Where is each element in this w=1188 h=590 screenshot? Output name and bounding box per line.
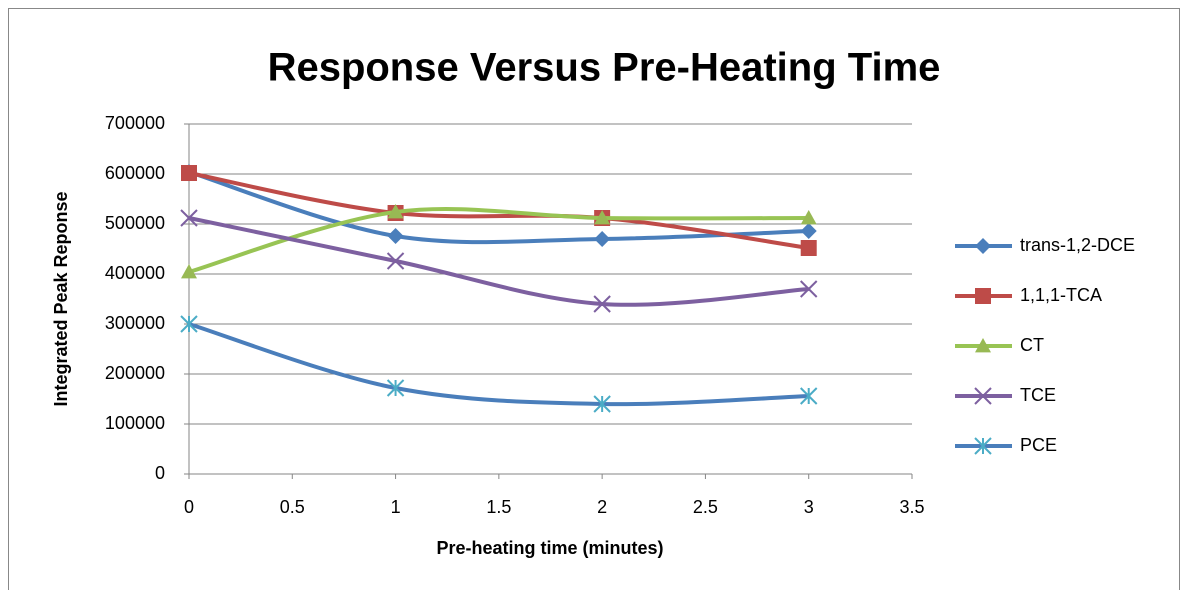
marker	[181, 165, 197, 181]
series-line	[188, 171, 810, 250]
series-line	[188, 216, 809, 307]
legend-marker	[974, 387, 992, 405]
x-tick-label: 1.5	[486, 497, 511, 517]
marker	[387, 204, 404, 219]
y-tick-label: 100000	[105, 413, 165, 433]
marker	[800, 210, 817, 225]
x-axis-title: Pre-heating time (minutes)	[436, 538, 663, 558]
series-line	[188, 322, 809, 407]
legend-label: CT	[1020, 335, 1044, 355]
legend-label: TCE	[1020, 385, 1056, 405]
x-tick-label: 0.5	[280, 497, 305, 517]
x-tick-label: 3.5	[899, 497, 924, 517]
marker	[594, 231, 611, 247]
legend-label: 1,1,1-TCA	[1020, 285, 1102, 305]
legend-marker	[975, 238, 991, 254]
marker	[594, 210, 611, 225]
y-tick-label: 0	[155, 463, 165, 483]
marker	[386, 252, 405, 270]
y-axis-title: Integrated Peak Reponse	[51, 191, 71, 406]
y-tick-label: 500000	[105, 213, 165, 233]
y-tick-label: 200000	[105, 363, 165, 383]
legend-marker	[975, 288, 991, 304]
x-tick-label: 1	[391, 497, 401, 517]
marker	[800, 280, 818, 298]
marker	[386, 379, 405, 397]
y-tick-label: 700000	[105, 113, 165, 133]
x-tick-label: 0	[184, 497, 194, 517]
legend-label: trans-1,2-DCE	[1020, 235, 1135, 255]
legend-label: PCE	[1020, 435, 1057, 455]
marker	[387, 228, 404, 244]
x-tick-label: 3	[804, 497, 814, 517]
marker	[800, 387, 818, 405]
y-tick-label: 300000	[105, 313, 165, 333]
x-tick-label: 2	[597, 497, 607, 517]
x-tick-label: 2.5	[693, 497, 718, 517]
legend-marker	[975, 338, 991, 353]
y-tick-label: 400000	[105, 263, 165, 283]
marker	[800, 240, 817, 256]
legend-marker	[974, 437, 992, 455]
series-line	[188, 207, 809, 274]
marker	[800, 223, 817, 239]
marker	[181, 264, 197, 279]
y-tick-label: 600000	[105, 163, 165, 183]
marker	[180, 209, 198, 227]
marker	[593, 395, 611, 413]
marker	[180, 315, 198, 333]
chart-title: Response Versus Pre-Heating Time	[268, 46, 941, 90]
marker	[593, 295, 611, 313]
